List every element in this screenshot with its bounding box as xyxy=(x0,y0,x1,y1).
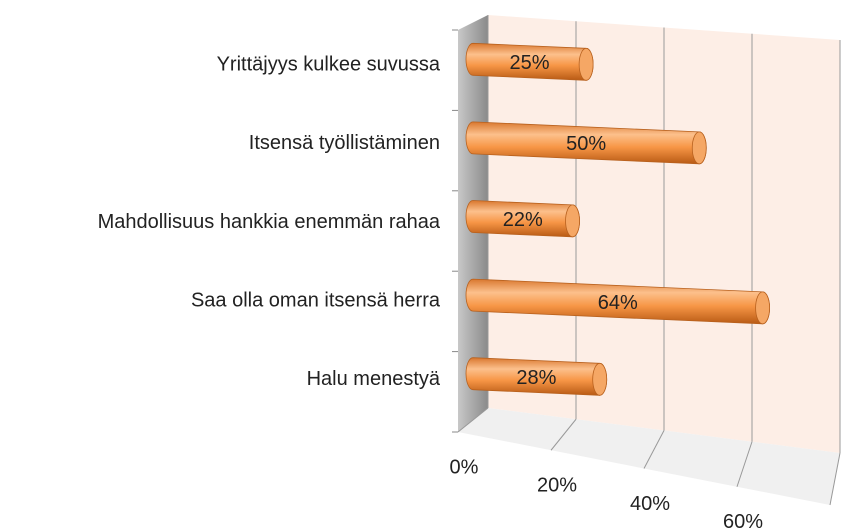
category-label: Halu menestyä xyxy=(307,368,441,390)
category-label: Mahdollisuus hankkia enemmän rahaa xyxy=(98,211,441,233)
floor xyxy=(458,408,840,505)
grid-line xyxy=(457,407,489,433)
category-label: Saa olla oman itsensä herra xyxy=(191,289,441,311)
bar-cap xyxy=(565,204,580,238)
bar-cap xyxy=(755,291,770,325)
value-label: 28% xyxy=(516,367,556,389)
grid-line xyxy=(829,452,841,506)
value-label: 50% xyxy=(566,133,606,155)
x-tick-label: 40% xyxy=(630,493,670,515)
bar-cap xyxy=(691,131,707,165)
grid-line xyxy=(736,441,753,487)
x-tick-label: 60% xyxy=(723,511,763,528)
value-label: 64% xyxy=(598,292,638,314)
value-label: 22% xyxy=(503,209,543,231)
bar-cap xyxy=(592,362,608,396)
bar-cap xyxy=(578,47,594,81)
x-tick-label: 0% xyxy=(450,456,479,478)
value-label: 25% xyxy=(510,52,550,74)
grid-line xyxy=(550,418,577,451)
x-tick-label: 20% xyxy=(537,475,577,497)
category-label: Yrittäjyys kulkee suvussa xyxy=(217,54,441,76)
grid-line xyxy=(643,430,665,469)
category-label: Itsensä työllistäminen xyxy=(249,132,440,154)
